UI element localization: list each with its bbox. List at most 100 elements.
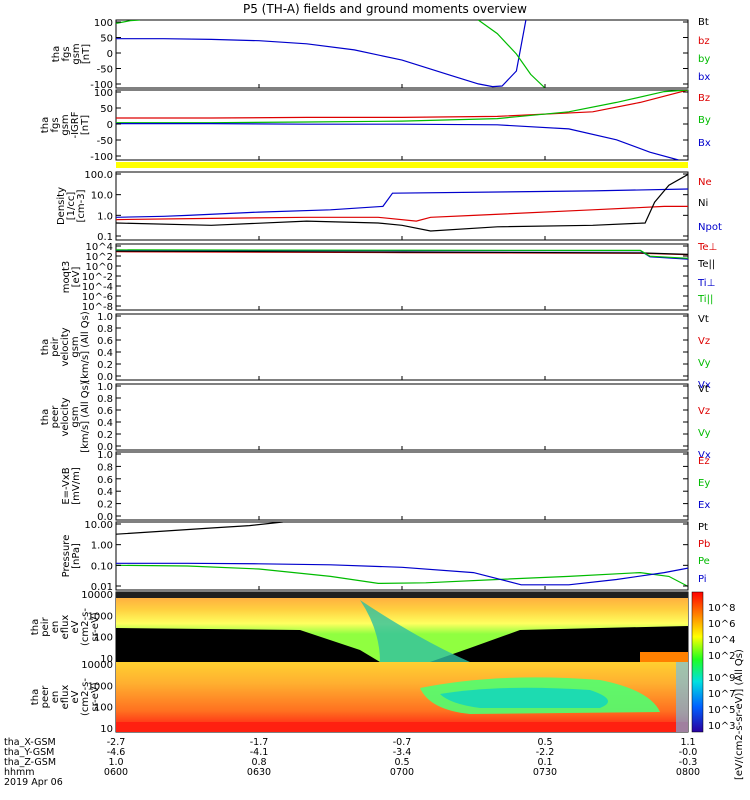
eph-row-label-hhmm: hhmm	[4, 767, 35, 778]
ylabel-line: gsm	[60, 114, 71, 135]
time-tick-label-3: 0730	[533, 767, 557, 778]
eph-z_gsm-1: 0.8	[251, 757, 266, 768]
panel-fgs_gsm: 100 50 0 -50 -100 tha fgs gsm [nT] Bt bz by bx	[51, 17, 710, 91]
ytick-label: -50	[97, 65, 113, 76]
eph-y_gsm-0: -4.6	[107, 747, 126, 758]
ytick-label: 10	[100, 654, 113, 665]
ytick-label: 10.0	[91, 191, 113, 202]
colorbar-tick-ion-0: 10^8	[708, 603, 735, 614]
ylabel-line: (cm2-s-	[80, 678, 91, 716]
time-tick-label-4: 0800	[676, 767, 700, 778]
legend-efield-1: Ey	[698, 478, 710, 489]
ytick-label: 50	[100, 34, 113, 45]
ylabel-line: tha	[30, 619, 41, 635]
legend-density-1: Ni	[698, 198, 708, 209]
time-tick-label-1: 0630	[247, 767, 271, 778]
legend-temperature-1: Te||	[697, 259, 715, 270]
ytick-label: 0.4	[97, 418, 113, 429]
ytick-label: 1.0	[97, 312, 113, 323]
legend-peer_velocity-1: Vz	[698, 406, 710, 417]
panel-frame	[115, 451, 689, 521]
electron-spectrogram	[116, 662, 688, 732]
eph-row-label-z: tha_Z-GSM	[4, 757, 56, 768]
ytick-label: -100	[90, 152, 113, 163]
ylabel-line: (cm2-s-	[80, 608, 91, 646]
legend-peer_velocity-3: Vx	[698, 450, 711, 461]
legend-pressure-0: Pt	[698, 522, 708, 533]
figure-title: P5 (TH-A) fields and ground moments over…	[243, 2, 527, 16]
legend-density-0: Ne	[698, 177, 712, 188]
panel-frame	[115, 313, 689, 381]
ytick-label: 0.6	[97, 475, 113, 486]
ylabel-line: fgs	[61, 46, 72, 61]
ytick-label: 1000	[88, 681, 113, 692]
series-pressure-Pi	[116, 562, 688, 586]
ytick-label: 50	[100, 104, 113, 115]
ylabel-line: peer	[50, 405, 61, 429]
ylabel-line: peir	[50, 336, 61, 356]
ytick-label: 0	[107, 120, 113, 131]
legend-peer_velocity-0: Vt	[698, 384, 709, 395]
eph-y_gsm-4: -0.0	[679, 747, 698, 758]
ylabel-line: [eV]	[71, 267, 82, 288]
eph-y_gsm-2: -3.4	[393, 747, 412, 758]
eph-row-label-x: tha_X-GSM	[4, 737, 56, 748]
colorbar-tick-ele-0: 10^9	[708, 673, 735, 684]
series-pressure-Pe	[116, 564, 688, 587]
legend-peir_velocity-3: Vx	[698, 380, 711, 391]
series-fgs_gsm-by_late	[477, 20, 546, 88]
legend-temperature-2: Ti⊥	[697, 278, 715, 289]
panel-efield: 1.00.8 0.60.4 0.20.0 E=-VxB [mV/m] Ez Ey Ex	[61, 450, 710, 523]
legend-peer_velocity-2: Vy	[698, 428, 711, 439]
ytick-label: 0.2	[97, 430, 113, 441]
ytick-label: 10.00	[84, 520, 113, 531]
eph-z_gsm-3: 0.1	[537, 757, 552, 768]
ytick-label: 10^2	[86, 252, 113, 263]
series-fgs_gsm-bx	[116, 20, 527, 88]
ytick-label: 0.0	[97, 442, 113, 453]
panel-density: 100.0 10.0 1.0 0.1 Density [1/cc] [cm-3] Ne Ni Np…	[56, 170, 722, 243]
panel-frame	[115, 383, 689, 451]
ylabel-line: tha	[51, 46, 62, 62]
ylabel-line: tha	[40, 339, 51, 355]
ylabel-line: tha	[40, 409, 51, 425]
eph-x_gsm-3: 0.5	[537, 737, 552, 748]
ylabel-line: [mV/m]	[71, 467, 82, 505]
ytick-label: 0.2	[97, 500, 113, 511]
ylabel-line: [nT]	[81, 44, 92, 64]
ylabel-line: gsm	[70, 406, 81, 427]
eph-row-label-y: tha_Y-GSM	[4, 747, 54, 758]
ytick-label: 10^0	[86, 262, 113, 273]
legend-fgs_gsm_igrf-1: By	[698, 115, 711, 126]
ytick-label: 1.0	[97, 211, 113, 222]
ytick-label: 100	[94, 18, 113, 29]
ytick-label: 100	[94, 88, 113, 99]
ytick-label: 10	[100, 724, 113, 735]
ytick-label: -100	[90, 80, 113, 91]
ytick-label: 0.6	[97, 336, 113, 347]
ylabel-line: sr-eV)	[90, 682, 101, 711]
colorbar-unit-label: [eV/(cm2-s-sr-eV)] (All Qs)	[734, 649, 745, 780]
series-pressure-Pt	[116, 522, 283, 535]
panel-fgs_gsm_igrf: 100 50 0 -50 -100 tha fgs gsm -IGRF [nT] Bz By Bx	[40, 88, 711, 163]
ytick-label: 0.4	[97, 487, 113, 498]
legend-peir_velocity-1: Vz	[698, 336, 710, 347]
ytick-label: 0.10	[91, 561, 113, 572]
ytick-label: 100	[94, 633, 113, 644]
eph-x_gsm-0: -2.7	[107, 737, 126, 748]
ylabel-line: eflux	[60, 685, 71, 710]
ylabel-line: [nPa]	[71, 543, 82, 569]
ytick-label: 0.2	[97, 360, 113, 371]
ytick-label: 0.6	[97, 406, 113, 417]
ylabel-line: moqt3	[61, 261, 72, 294]
ytick-label: 1.0	[97, 382, 113, 393]
ylabel-line: Density	[56, 187, 67, 225]
ytick-label: 10^-2	[82, 272, 113, 283]
ytick-label: 10^4	[86, 242, 113, 253]
series-temperature-Te||	[116, 250, 688, 255]
colorbar-tick-ion-3: 10^2	[708, 651, 735, 662]
eph-x_gsm-2: -0.7	[393, 737, 412, 748]
ylabel-line: en	[50, 621, 61, 634]
